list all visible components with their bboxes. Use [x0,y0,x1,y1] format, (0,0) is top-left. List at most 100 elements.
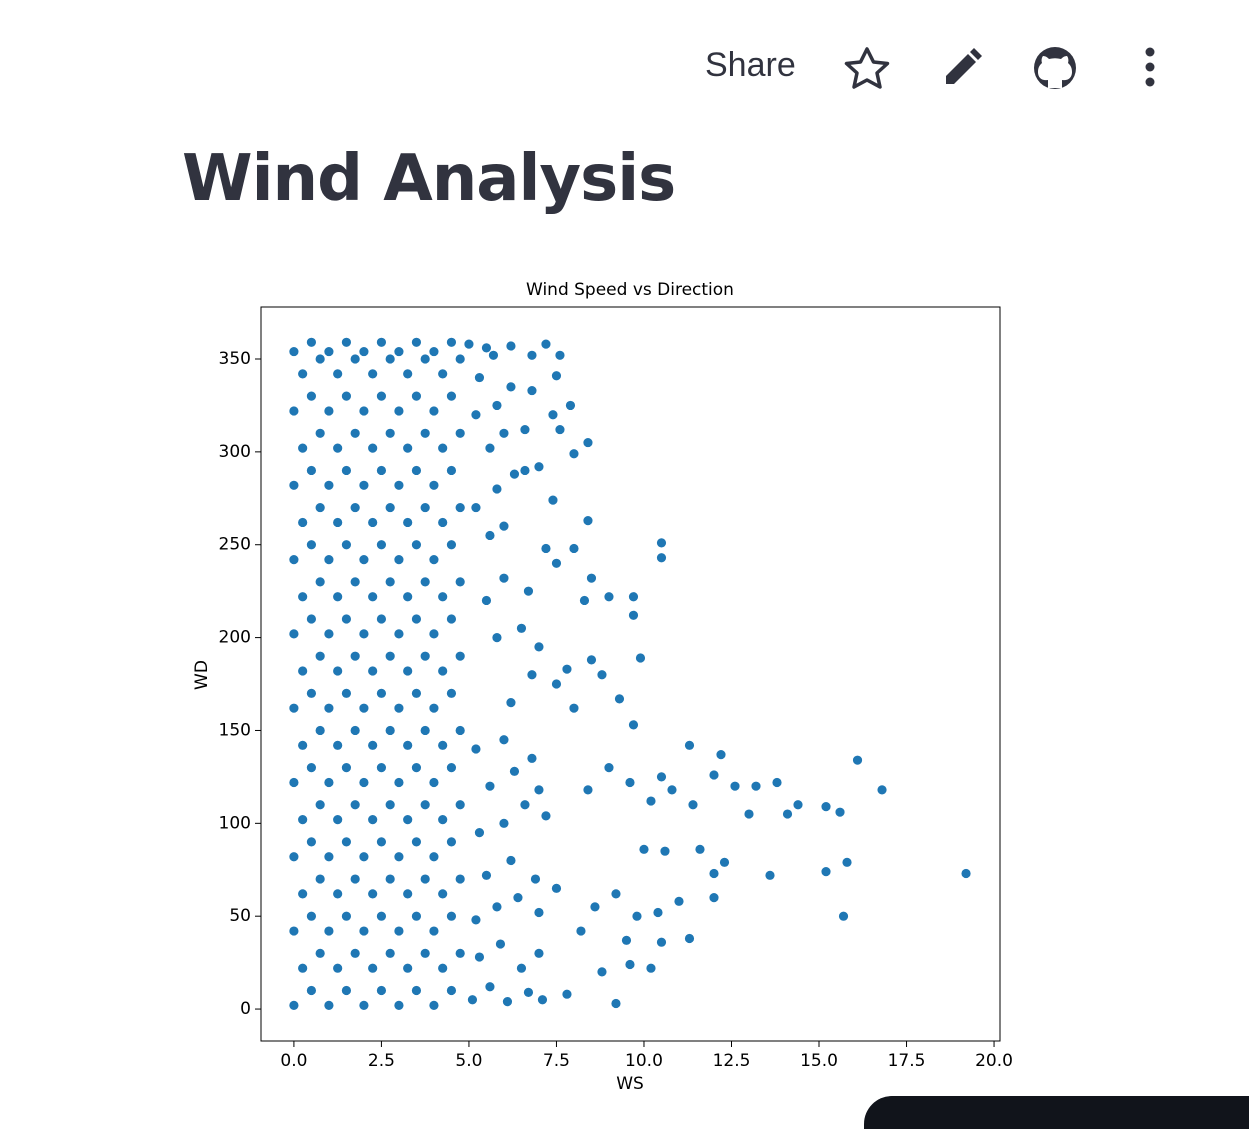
point [454,873,466,885]
point [428,999,440,1011]
point [332,665,344,677]
point [402,368,414,380]
point [314,502,326,513]
edit-icon[interactable] [946,48,982,84]
point [384,873,396,885]
point [610,888,622,900]
point [509,468,520,480]
menu-dot[interactable] [1145,47,1155,57]
point [446,910,457,922]
point [575,925,587,937]
point [454,799,466,811]
point [484,442,496,454]
point [332,442,344,454]
point [376,465,387,476]
point [393,702,405,714]
point [652,907,664,918]
point [551,557,562,569]
point [288,925,300,937]
point [411,836,422,848]
point [419,873,431,885]
menu-dot[interactable] [1145,62,1155,72]
point [393,554,405,565]
point [341,910,352,922]
point [437,442,449,454]
y-tick-label: 250 [219,535,251,555]
point [498,734,510,746]
point [384,947,396,959]
point [384,353,396,365]
point [505,381,517,393]
point [402,442,414,454]
point [402,739,414,751]
point [540,543,552,554]
point [341,336,352,348]
point [428,346,440,357]
point [341,836,352,848]
y-tick-label: 50 [229,906,251,926]
point [437,665,449,677]
point [491,901,503,913]
point [530,873,541,885]
point [411,465,422,476]
point [419,427,431,439]
point [419,576,431,588]
point [341,985,352,996]
point [437,739,449,751]
point [446,985,457,996]
share-button[interactable]: Share [705,46,796,84]
point [297,442,309,454]
point [376,613,387,625]
point [519,799,531,811]
point [484,981,496,993]
point [428,702,440,714]
github-cat [1038,56,1072,88]
point [393,479,405,491]
point [349,353,361,365]
y-axis-label: WD [192,660,212,690]
point [288,702,300,714]
point [481,595,492,606]
point [358,346,370,357]
point [659,845,671,857]
point [376,336,387,348]
point [481,869,492,881]
point [491,483,503,495]
point [656,771,667,783]
point [463,338,475,350]
point [454,576,466,588]
point [288,628,300,640]
point [656,552,667,564]
point [446,539,457,551]
point [491,400,503,411]
point [684,933,695,944]
point [332,814,344,826]
star-icon[interactable] [844,47,890,89]
point [306,336,317,348]
point [498,520,510,532]
point [332,962,344,974]
point [603,591,615,603]
point [568,702,580,714]
point [314,650,326,662]
point [297,591,309,603]
chart-title: Wind Speed vs Direction [526,280,734,300]
point [384,427,396,439]
x-tick-label: 12.5 [713,1051,751,1071]
point [470,914,482,926]
point [402,962,414,974]
point [437,962,449,974]
point [367,962,379,974]
x-axis-label: WS [616,1074,644,1094]
point [454,353,466,365]
point [314,353,326,365]
point [792,799,804,811]
point [349,873,361,885]
point [743,808,755,820]
page-title: Wind Analysis [182,142,676,216]
point [306,390,317,402]
point [715,749,727,761]
point [554,349,566,361]
menu-dot[interactable] [1145,77,1155,87]
